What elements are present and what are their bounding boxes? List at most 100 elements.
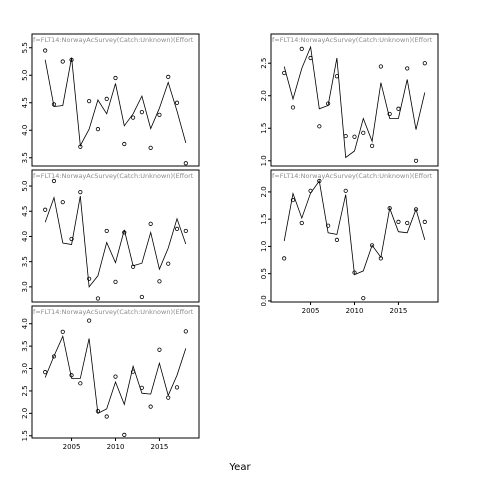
y-tick-label: 1.0 [260, 155, 268, 166]
panel-2: f=FLT14:NorwayAcSurvey(Catch:Unknown)(Ef… [260, 33, 439, 167]
x-tick-label: 2010 [107, 443, 125, 451]
observed-point [334, 74, 340, 79]
observed-point [361, 130, 366, 135]
observed-point [369, 243, 375, 248]
observed-point [378, 256, 383, 261]
observed-point [174, 385, 180, 390]
panel-frame [270, 169, 439, 303]
observed-point [69, 57, 74, 62]
y-tick-label: 3.5 [21, 256, 29, 267]
observed-point [413, 207, 419, 212]
observed-point [157, 112, 162, 117]
observed-point [78, 381, 83, 386]
observed-point [113, 279, 118, 284]
panel-marks [282, 45, 427, 163]
observed-point [51, 178, 57, 184]
panel-frame [270, 33, 439, 167]
observed-point [396, 219, 401, 224]
observed-point [157, 347, 162, 352]
observed-point [183, 161, 188, 166]
y-tick-label: 4.5 [21, 97, 29, 108]
x-tick-label: 2005 [302, 307, 320, 315]
panel-frame [31, 169, 200, 303]
observed-point [87, 276, 92, 281]
observed-point [95, 409, 101, 414]
observed-point [104, 96, 109, 102]
fitted-series-line [44, 57, 187, 147]
y-tick-label: 4.0 [21, 231, 29, 242]
observed-point [113, 75, 118, 81]
panel-1: f=FLT14:NorwayAcSurvey(Catch:Unknown)(Ef… [21, 33, 200, 167]
observed-point [43, 48, 48, 53]
y-tick-label: 3.0 [21, 363, 29, 374]
observed-point [130, 369, 136, 374]
observed-point [87, 99, 92, 104]
observed-point [282, 256, 287, 261]
x-tick-label: 2015 [390, 307, 408, 315]
observed-point [122, 230, 127, 235]
observed-point [308, 188, 313, 193]
observed-point [405, 66, 410, 71]
panel-title: f=FLT14:NorwayAcSurvey(Catch:Unknown)(Ef… [33, 36, 194, 44]
y-tick-label: 2.0 [260, 90, 268, 101]
observed-point [166, 74, 171, 80]
y-tick-label: 5.5 [21, 42, 29, 53]
observed-point [343, 188, 348, 193]
observed-point [87, 318, 92, 323]
observed-point [139, 110, 144, 115]
observed-point [352, 134, 357, 139]
observed-point [148, 145, 153, 150]
x-tick-label: 2015 [151, 443, 169, 451]
observed-point [157, 279, 162, 284]
y-tick-label: 5.0 [21, 70, 29, 81]
panel-3: f=FLT14:NorwayAcSurvey(Catch:Unknown)(Ef… [21, 169, 200, 303]
fitted-series-line [283, 45, 426, 159]
panel-marks [43, 178, 188, 301]
observed-point [183, 329, 188, 334]
y-tick-label: 1.5 [260, 214, 268, 225]
x-axis-label: Year [228, 462, 251, 473]
observed-point [78, 144, 83, 149]
observed-point [130, 264, 136, 269]
observed-point [387, 111, 392, 117]
observed-point [60, 200, 65, 205]
observed-point [43, 370, 48, 375]
y-tick-label: 0.5 [260, 268, 268, 279]
observed-point [113, 374, 118, 379]
panel-marks [43, 318, 188, 437]
panel-frame [31, 305, 200, 439]
observed-point [317, 178, 322, 184]
observed-point [51, 354, 57, 359]
observed-point [174, 100, 180, 105]
observed-point [290, 105, 296, 110]
y-tick-label: 1.5 [260, 123, 268, 134]
observed-point [361, 296, 366, 301]
observed-point [43, 207, 48, 212]
panel-title: f=FLT14:NorwayAcSurvey(Catch:Unknown)(Ef… [272, 172, 433, 180]
observed-point [95, 127, 101, 132]
y-tick-label: 3.0 [21, 281, 29, 292]
y-tick-label: 1.0 [260, 241, 268, 252]
observed-point [413, 158, 419, 163]
y-tick-label: 3.5 [21, 152, 29, 163]
observed-point [139, 294, 144, 300]
observed-point [139, 385, 144, 390]
observed-point [60, 329, 65, 334]
observed-point [174, 226, 180, 231]
observed-point [51, 102, 57, 107]
observed-point [60, 59, 65, 64]
observed-point [104, 414, 109, 419]
panel-4: f=FLT14:NorwayAcSurvey(Catch:Unknown)(Ef… [260, 169, 439, 315]
y-tick-label: 5.0 [21, 180, 29, 191]
y-tick-label: 4.5 [21, 206, 29, 217]
observed-point [422, 219, 427, 224]
observed-point [334, 237, 340, 242]
observed-point [183, 228, 188, 234]
observed-point [369, 143, 375, 148]
y-tick-label: 4.0 [21, 318, 29, 329]
x-tick-label: 2005 [63, 443, 81, 451]
observed-point [78, 189, 83, 195]
panel-marks [43, 48, 188, 166]
observed-point [299, 220, 304, 226]
